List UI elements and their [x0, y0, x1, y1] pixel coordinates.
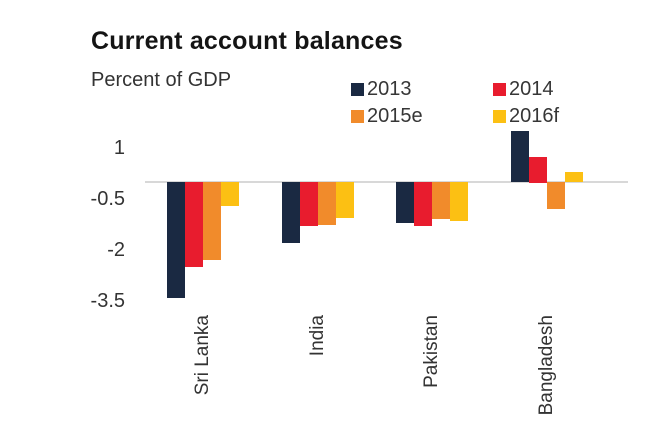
bar-india-2015e	[318, 182, 336, 225]
legend-swatch-2013	[351, 83, 364, 96]
bar-pakistan-2014	[414, 182, 432, 226]
bar-bangladesh-2014	[529, 157, 547, 183]
legend-item-2014: 2014	[493, 79, 559, 100]
bar-india-2016f	[336, 182, 354, 218]
x-category-label-sri-lanka: Sri Lanka	[192, 315, 213, 396]
legend-label: 2014	[509, 78, 554, 100]
bar-sri-lanka-2016f	[221, 182, 239, 206]
legend-label: 2016f	[509, 105, 560, 127]
bar-bangladesh-2013	[511, 131, 529, 182]
bar-india-2014	[300, 182, 318, 226]
zero-axis-line	[145, 181, 628, 183]
legend-label: 2013	[367, 78, 412, 100]
legend-swatch-2015e	[351, 110, 364, 123]
bar-sri-lanka-2013	[167, 182, 185, 298]
y-tick-label-1: 1	[113, 137, 125, 159]
legend-swatch-2016f	[493, 110, 506, 123]
legend-swatch-2014	[493, 83, 506, 96]
legend-label: 2015e	[367, 105, 423, 127]
bar-bangladesh-2016f	[565, 172, 583, 182]
bar-sri-lanka-2014	[185, 182, 203, 267]
y-tick-label--3-5: -3.5	[90, 290, 125, 312]
chart-subtitle: Percent of GDP	[91, 69, 232, 91]
x-category-label-india: India	[307, 315, 328, 357]
bar-bangladesh-2015e	[547, 182, 565, 209]
legend-item-2015e: 2015e	[351, 106, 493, 127]
bar-pakistan-2013	[396, 182, 414, 223]
chart-title: Current account balances	[91, 27, 403, 55]
y-tick-label--2: -2	[107, 239, 125, 261]
bar-sri-lanka-2015e	[203, 182, 221, 260]
legend-item-2016f: 2016f	[493, 106, 559, 127]
y-tick-label--0-5: -0.5	[90, 188, 125, 210]
bar-pakistan-2015e	[432, 182, 450, 219]
chart-legend: 2013 2014 2015e 2016f	[351, 79, 559, 127]
x-category-label-pakistan: Pakistan	[421, 315, 442, 388]
legend-item-2013: 2013	[351, 79, 493, 100]
bar-pakistan-2016f	[450, 182, 468, 221]
bar-india-2013	[282, 182, 300, 243]
x-category-label-bangladesh: Bangladesh	[536, 315, 557, 416]
